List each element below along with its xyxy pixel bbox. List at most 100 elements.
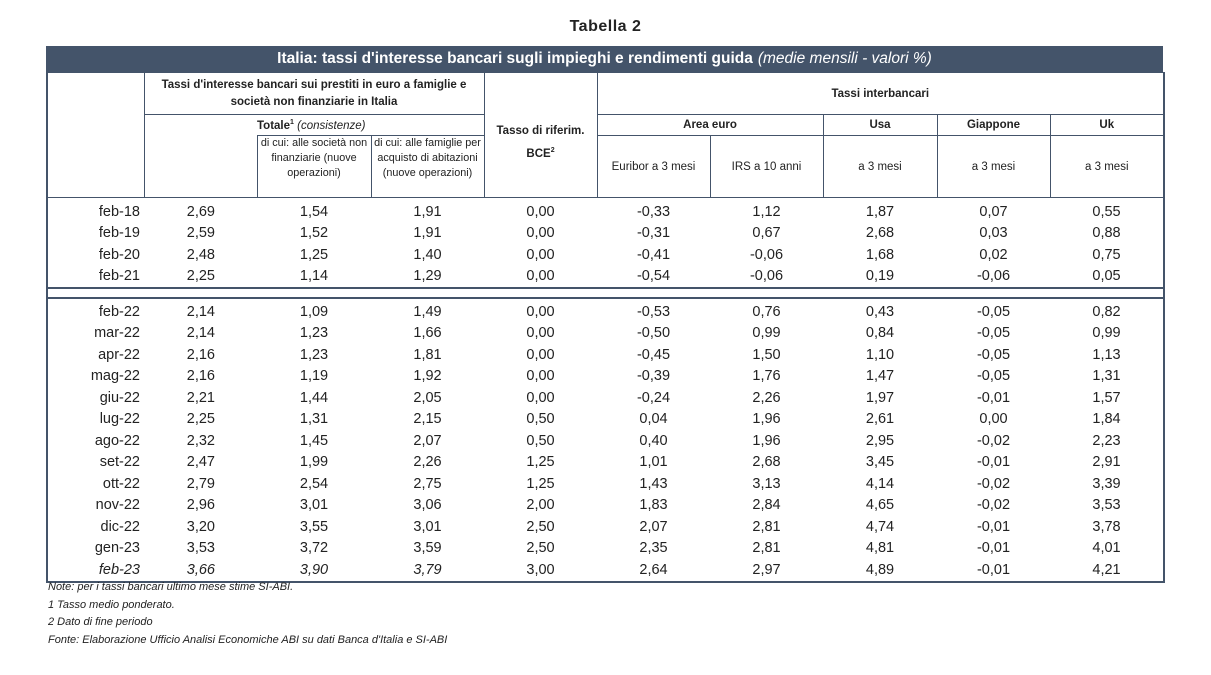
table-cell: -0,41 — [636, 246, 671, 263]
table-cell: -0,39 — [636, 368, 671, 385]
table-row: set-22 2,47 1,99 2,26 1,25 1,01 2,68 3,45 -0,01 2… — [47, 452, 1164, 474]
table-cell: 1,92 — [413, 368, 442, 385]
table-cell: 2,23 — [1092, 432, 1121, 449]
note-line: 2 Dato di fine periodo — [48, 616, 153, 629]
table-cell: 2,61 — [865, 411, 895, 428]
table-cell: 2,68 — [752, 454, 781, 471]
table-cell: 2,05 — [413, 389, 442, 406]
table-cell: 1,91 — [413, 225, 442, 242]
header-japan: Giappone — [936, 114, 1051, 136]
table-row: giu-22 2,21 1,44 2,05 0,00 -0,24 2,26 1,97 -0,01… — [47, 387, 1164, 409]
table-cell: 0,82 — [1092, 303, 1121, 320]
row-label: lug-22 — [99, 411, 140, 428]
table-cell: 2,26 — [752, 389, 781, 406]
table-cell: 0,75 — [1092, 246, 1121, 263]
table-caption: Italia: tassi d'interesse bancari sugli … — [277, 50, 753, 67]
table-cell: 2,54 — [299, 475, 329, 492]
table-row: feb-19 2,59 1,52 1,91 0,00 -0,31 0,67 2,68 0,03 0… — [47, 223, 1164, 245]
table-cell: 0,00 — [979, 411, 1008, 428]
table-cell: 4,89 — [865, 561, 895, 578]
table-cell: 1,97 — [865, 389, 895, 406]
table-cell: 0,07 — [979, 203, 1008, 220]
table-row: lug-22 2,25 1,31 2,15 0,50 0,04 1,96 2,61 0,00 1,… — [47, 409, 1164, 431]
table-cell: 0,00 — [526, 303, 555, 320]
table-row: feb-22 2,14 1,09 1,49 0,00 -0,53 0,76 0,43 -0,05… — [47, 298, 1164, 323]
table-cell: 2,81 — [752, 540, 781, 557]
table-cell: 1,87 — [865, 203, 895, 220]
table-cell: 3,01 — [413, 518, 442, 535]
header-empty — [46, 72, 145, 198]
table-cell: 0,88 — [1092, 225, 1121, 242]
row-label: feb-18 — [98, 203, 140, 220]
table-cell: 0,19 — [865, 268, 895, 285]
table-cell: -0,01 — [976, 389, 1011, 406]
row-label: feb-19 — [98, 225, 140, 242]
table-cell: 1,10 — [865, 346, 895, 363]
header-euribor: Euribor a 3 mesi — [596, 135, 711, 198]
table-cell: 4,01 — [1092, 540, 1121, 557]
table-cell: -0,45 — [636, 346, 671, 363]
table-cell: 1,13 — [1092, 346, 1121, 363]
table-cell: 2,50 — [526, 518, 555, 535]
header-usa: Usa — [822, 114, 938, 136]
table-row: ago-22 2,32 1,45 2,07 0,50 0,40 1,96 2,95 -0,02 2… — [47, 430, 1164, 452]
table-cell: 2,59 — [186, 225, 215, 242]
table-cell: 4,21 — [1092, 561, 1121, 578]
row-label: feb-22 — [98, 303, 140, 320]
table-cell: 2,96 — [186, 497, 215, 514]
annual-rows: feb-18 2,69 1,54 1,91 0,00 -0,33 1,12 1,87 0,07 0… — [47, 198, 1164, 289]
table-cell: 0,02 — [979, 246, 1008, 263]
row-label: mar-22 — [94, 325, 140, 342]
table-cell: 1,23 — [299, 346, 329, 363]
table-cell: 0,84 — [865, 325, 895, 342]
table-cell: 0,50 — [526, 411, 555, 428]
table-cell: 0,00 — [526, 389, 555, 406]
row-label: gen-23 — [94, 540, 140, 557]
table-cell: 2,95 — [865, 432, 895, 449]
table-caption-sub: (medie mensili - valori %) — [757, 50, 932, 67]
table-cell: -0,01 — [976, 518, 1011, 535]
table-cell: -0,01 — [976, 540, 1011, 557]
table-cell: 0,00 — [526, 268, 555, 285]
header-uk-sub: a 3 mesi — [1049, 135, 1165, 198]
table-cell: 1,01 — [639, 454, 668, 471]
table-cell: -0,06 — [749, 246, 784, 263]
row-label: feb-23 — [98, 561, 140, 578]
table-cell: -0,05 — [976, 325, 1011, 342]
table-cell: 2,21 — [186, 389, 215, 406]
table-cell: 1,23 — [299, 325, 329, 342]
header-ecb-rate: Tasso di riferim. BCE2 — [483, 72, 598, 198]
page-title: Tabella 2 — [569, 18, 642, 35]
table-cell: 2,97 — [752, 561, 781, 578]
table-cell: 2,47 — [186, 454, 215, 471]
table-cell: -0,02 — [976, 475, 1011, 492]
table-row: dic-22 3,20 3,55 3,01 2,50 2,07 2,81 4,74 -0,01 3… — [47, 516, 1164, 538]
table-cell: 1,12 — [752, 203, 781, 220]
header-uk: Uk — [1049, 114, 1165, 136]
table-row: feb-20 2,48 1,25 1,40 0,00 -0,41 -0,06 1,68 0,02… — [47, 244, 1164, 266]
table-cell: 3,55 — [299, 518, 329, 535]
row-label: feb-20 — [98, 246, 140, 263]
row-label: apr-22 — [98, 346, 140, 363]
table-notes: Note: per i tassi bancari ultimo mese st… — [48, 579, 447, 649]
table-cell: 2,16 — [186, 368, 215, 385]
header-area-euro: Area euro — [596, 114, 824, 136]
table-grid: Tassi d'interesse bancari sui prestiti i… — [46, 72, 1166, 583]
table-cell: 4,14 — [865, 475, 895, 492]
table-cell: 0,76 — [752, 303, 781, 320]
table-cell: 0,00 — [526, 225, 555, 242]
table-cell: 2,79 — [186, 475, 215, 492]
table-cell: 2,14 — [186, 325, 215, 342]
table-cell: 2,07 — [413, 432, 442, 449]
table-cell: 2,16 — [186, 346, 215, 363]
table-cell: 3,00 — [526, 561, 555, 578]
table-cell: -0,53 — [636, 303, 671, 320]
note-line: Note: per i tassi bancari ultimo mese st… — [48, 581, 294, 593]
table-cell: 1,68 — [865, 246, 895, 263]
table-cell: 1,49 — [413, 303, 442, 320]
table-cell: 1,57 — [1092, 389, 1121, 406]
table-cell: 0,03 — [979, 225, 1008, 242]
header-totale: Totale1 (consistenze) — [257, 114, 485, 136]
table-cell: 1,96 — [752, 411, 781, 428]
table-row: ott-22 2,79 2,54 2,75 1,25 1,43 3,13 4,14 -0,02 3… — [47, 473, 1164, 495]
